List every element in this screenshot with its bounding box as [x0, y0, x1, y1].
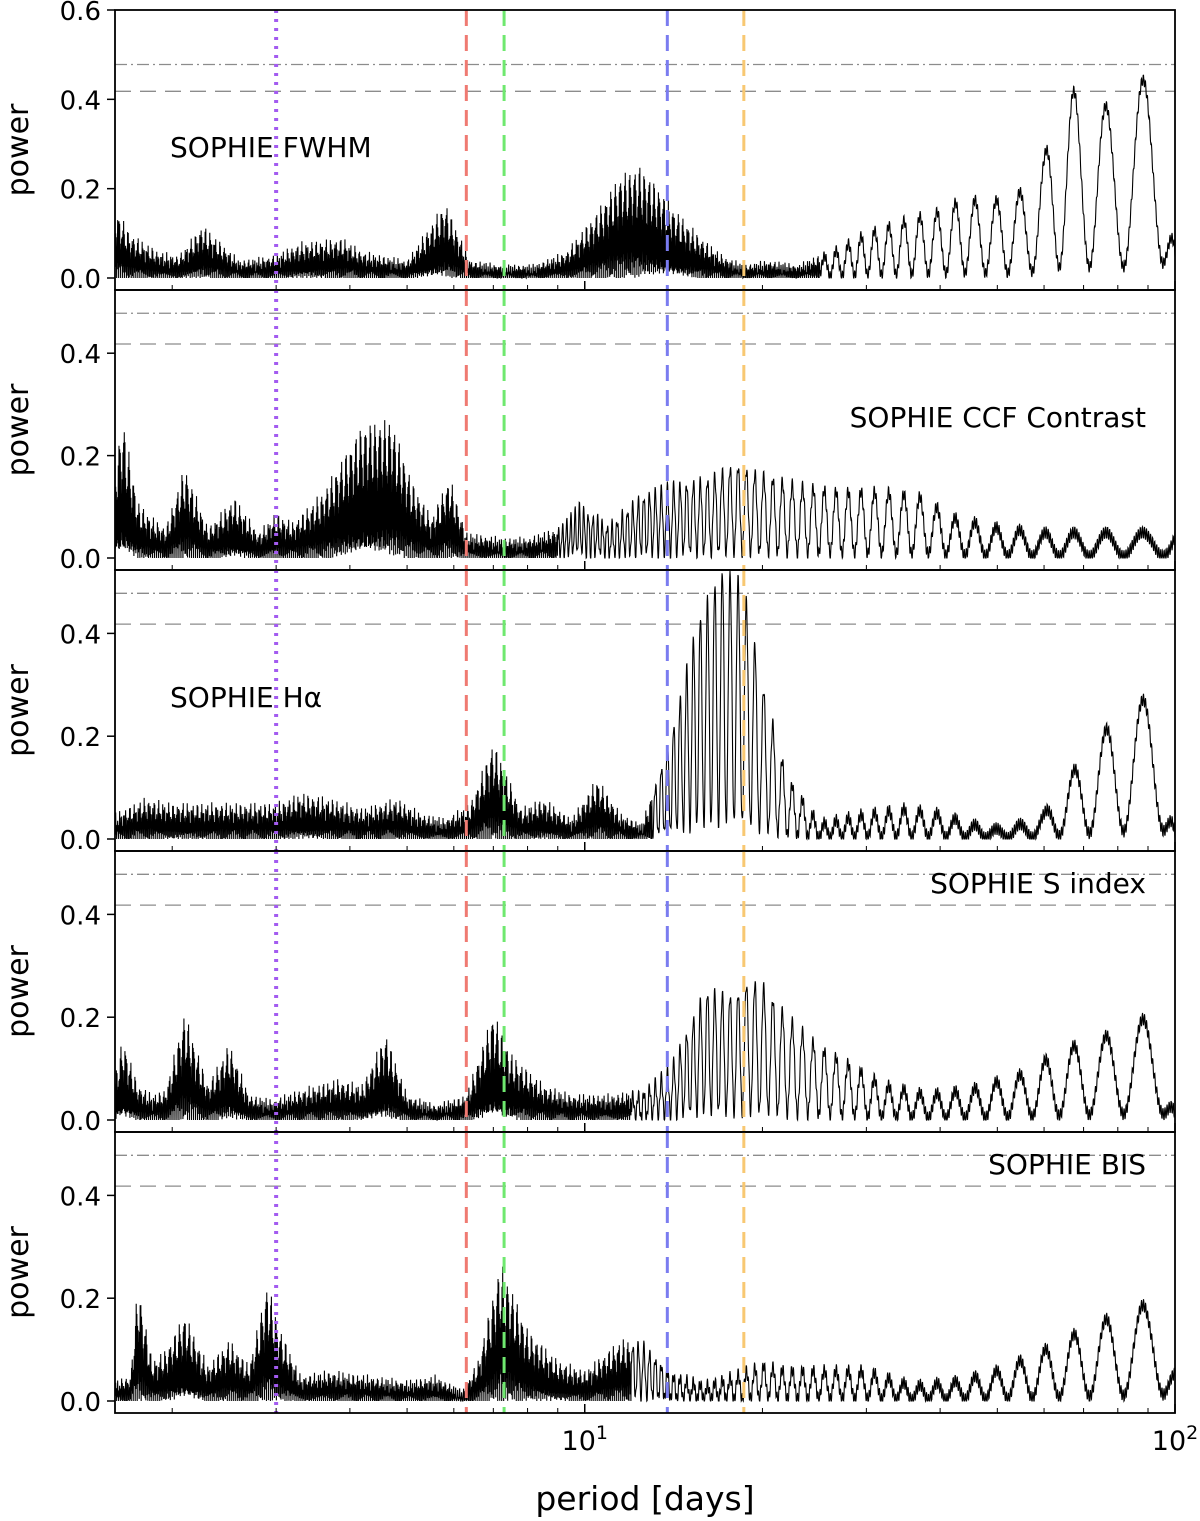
power-series	[115, 570, 1175, 841]
panel-annotation: SOPHIE BIS	[988, 1148, 1146, 1181]
y-axis-label: power	[1, 663, 36, 756]
y-axis-label: power	[1, 383, 36, 476]
panel-frame	[114, 1131, 1176, 1414]
x-tick-label: 101	[562, 1422, 608, 1457]
panel-annotation: SOPHIE Hα	[170, 681, 322, 714]
y-tick-label: 0.0	[60, 1388, 101, 1418]
y-tick-label: 0.2	[60, 723, 101, 753]
y-axis-label: power	[1, 1225, 36, 1318]
y-tick-label: 0.4	[60, 620, 101, 650]
y-tick-label: 0.2	[60, 1004, 101, 1034]
y-tick-label: 0.0	[60, 545, 101, 575]
y-tick-label: 0.4	[60, 901, 101, 931]
panel-1: 0.0 0.2 0.4 0.6 power SOPHIE FWHM	[1, 0, 1176, 295]
y-tick-label: 0.6	[60, 0, 101, 27]
y-axis-label: power	[1, 944, 36, 1037]
panel-2: 0.0 0.2 0.4 power SOPHIE CCF Contrast	[1, 289, 1176, 575]
x-axis: period [days] 101 102	[535, 1422, 1198, 1518]
power-series	[115, 420, 1175, 561]
panels-group: 0.0 0.2 0.4 0.6 power SOPHIE FWHM 0.0 0.2 0.4 pow…	[1, 0, 1176, 1418]
x-axis-label: period [days]	[535, 1479, 754, 1518]
y-tick-label: 0.0	[60, 1107, 101, 1137]
power-series	[115, 981, 1175, 1122]
y-tick-label: 0.2	[60, 1285, 101, 1315]
y-tick-label: 0.2	[60, 443, 101, 473]
power-series	[115, 1266, 1175, 1404]
panel-3: 0.0 0.2 0.4 power SOPHIE Hα	[1, 569, 1176, 856]
power-series	[115, 74, 1175, 280]
y-tick-label: 0.2	[60, 176, 101, 206]
y-tick-label: 0.4	[60, 86, 101, 116]
y-tick-label: 0.4	[60, 1182, 101, 1212]
panel-annotation: SOPHIE FWHM	[170, 131, 372, 164]
panel-5: 0.0 0.2 0.4 power SOPHIE BIS	[1, 1131, 1176, 1418]
y-tick-label: 0.4	[60, 340, 101, 370]
y-axis-label: power	[1, 103, 36, 196]
y-tick-label: 0.0	[60, 265, 101, 295]
panel-4: 0.0 0.2 0.4 power SOPHIE S index	[1, 850, 1176, 1137]
panel-annotation: SOPHIE S index	[930, 867, 1146, 900]
y-tick-label: 0.0	[60, 826, 101, 856]
x-tick-label: 102	[1152, 1422, 1198, 1457]
panel-annotation: SOPHIE CCF Contrast	[850, 401, 1146, 434]
